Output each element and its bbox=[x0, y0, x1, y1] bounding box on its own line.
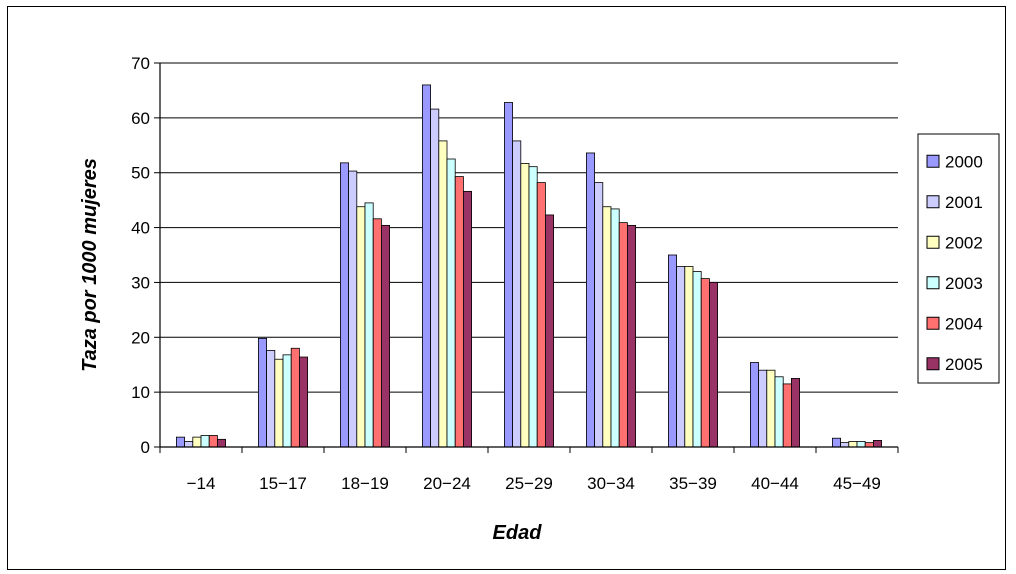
bar bbox=[873, 440, 883, 448]
y-tick-label: 30 bbox=[131, 273, 150, 292]
bar bbox=[512, 140, 522, 448]
y-tick-label: 70 bbox=[131, 54, 150, 73]
bar bbox=[454, 176, 464, 448]
bar bbox=[208, 435, 218, 448]
legend-box bbox=[917, 133, 1000, 384]
bar bbox=[282, 354, 292, 448]
legend-swatch bbox=[926, 235, 940, 249]
y-axis-ticks: 0 10 20 30 40 50 60 70 bbox=[131, 54, 160, 457]
legend-label: 2001 bbox=[945, 193, 983, 212]
bar bbox=[257, 337, 267, 448]
bar bbox=[602, 206, 612, 448]
bar bbox=[766, 369, 776, 448]
y-tick-label: 20 bbox=[131, 328, 150, 347]
bar bbox=[348, 170, 358, 448]
bar bbox=[545, 214, 555, 448]
x-tick-label: 20−24 bbox=[423, 474, 471, 493]
y-axis-title: Taza por 1000 mujeres bbox=[79, 158, 101, 372]
bar bbox=[856, 441, 866, 448]
x-tick-label: 18−19 bbox=[341, 474, 389, 493]
bar bbox=[750, 362, 760, 448]
legend: 2000 2001 2002 2003 2004 2005 bbox=[917, 133, 1000, 384]
legend-swatch bbox=[926, 276, 940, 290]
y-tick-label: 40 bbox=[131, 219, 150, 238]
bar bbox=[446, 158, 456, 448]
bar bbox=[848, 441, 858, 448]
legend-label: 2002 bbox=[945, 233, 983, 252]
bar bbox=[684, 266, 694, 448]
bar bbox=[339, 162, 349, 448]
legend-swatch bbox=[926, 195, 940, 209]
x-tick-label: −14 bbox=[187, 474, 216, 493]
y-tick-label: 60 bbox=[131, 109, 150, 128]
bar bbox=[700, 278, 710, 448]
bar bbox=[372, 218, 382, 448]
bar bbox=[594, 182, 604, 448]
bar bbox=[298, 356, 308, 448]
bar bbox=[364, 202, 374, 448]
bar bbox=[668, 254, 678, 448]
bar bbox=[676, 266, 686, 448]
y-tick-label: 10 bbox=[131, 383, 150, 402]
bar bbox=[430, 108, 440, 448]
bar bbox=[503, 102, 513, 448]
x-tick-label: 45−49 bbox=[833, 474, 881, 493]
x-tick-label: 40−44 bbox=[751, 474, 799, 493]
bar bbox=[380, 224, 390, 448]
bar bbox=[184, 441, 194, 448]
bar bbox=[200, 435, 210, 448]
bar bbox=[175, 436, 185, 448]
y-tick-label: 50 bbox=[131, 164, 150, 183]
bar bbox=[356, 206, 366, 448]
bar bbox=[536, 182, 546, 448]
legend-label: 2003 bbox=[945, 274, 983, 293]
bar bbox=[216, 438, 226, 448]
bar bbox=[864, 442, 874, 448]
bar bbox=[192, 436, 202, 448]
y-tick-label: 0 bbox=[141, 438, 150, 457]
bar bbox=[274, 358, 284, 448]
bar bbox=[520, 162, 530, 448]
bar bbox=[627, 224, 637, 448]
bar bbox=[758, 369, 768, 448]
bar bbox=[782, 383, 792, 448]
bar bbox=[692, 271, 702, 448]
bar bbox=[290, 347, 300, 448]
bar bbox=[832, 437, 842, 448]
bar bbox=[618, 222, 628, 448]
bar-chart: 0 10 20 30 40 50 60 70 −14 15−17 18−19 20−24 25−29 3… bbox=[79, 54, 1000, 544]
bar bbox=[462, 190, 472, 448]
x-tick-label: 25−29 bbox=[505, 474, 553, 493]
bar bbox=[840, 442, 850, 448]
bars bbox=[175, 84, 883, 448]
bar bbox=[774, 376, 784, 448]
bar bbox=[528, 166, 538, 448]
legend-label: 2000 bbox=[945, 152, 983, 171]
x-axis-ticks: −14 15−17 18−19 20−24 25−29 30−34 35−39 40−44 45… bbox=[159, 447, 899, 493]
x-tick-label: 15−17 bbox=[259, 474, 307, 493]
legend-swatch bbox=[926, 357, 940, 371]
x-tick-label: 35−39 bbox=[669, 474, 717, 493]
axes bbox=[159, 63, 898, 448]
bar bbox=[709, 282, 719, 448]
legend-label: 2005 bbox=[945, 355, 983, 374]
legend-label: 2004 bbox=[945, 314, 983, 333]
legend-swatch bbox=[926, 154, 940, 168]
x-tick-label: 30−34 bbox=[587, 474, 635, 493]
x-axis-title: Edad bbox=[493, 522, 543, 544]
chart-frame: 0 10 20 30 40 50 60 70 −14 15−17 18−19 20−24 25−29 3… bbox=[7, 6, 1006, 570]
bar bbox=[586, 152, 596, 448]
bar bbox=[610, 208, 620, 448]
bar bbox=[791, 378, 801, 448]
bar bbox=[266, 350, 276, 448]
bar bbox=[438, 140, 448, 448]
legend-swatch bbox=[926, 316, 940, 330]
bar bbox=[421, 84, 431, 448]
